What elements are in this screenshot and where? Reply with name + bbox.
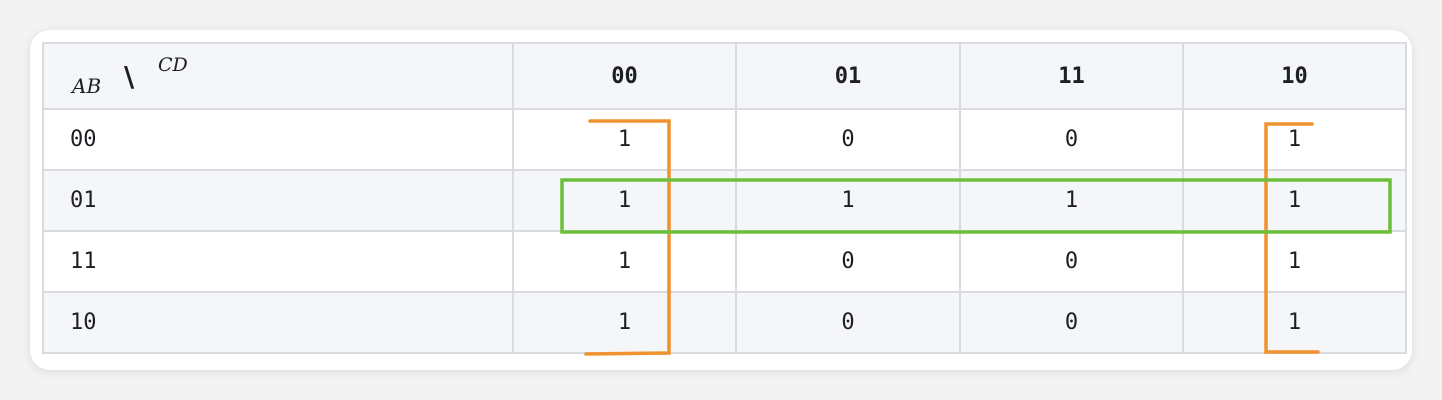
row-header-01: 01 xyxy=(42,169,514,232)
cell-value: 1 xyxy=(1182,169,1407,232)
cell-value: 1 xyxy=(735,169,961,232)
row-header-00: 00 xyxy=(42,108,514,171)
column-variable-label: CD xyxy=(158,54,188,76)
table-row: 10 1 0 0 1 xyxy=(42,291,1407,354)
column-header-row: AB \ CD 00 01 11 10 xyxy=(42,42,1407,110)
row-header-10: 10 xyxy=(42,291,514,354)
cell-value: 0 xyxy=(735,230,961,293)
table-row: 00 1 0 0 1 xyxy=(42,108,1407,171)
cell-value: 0 xyxy=(735,291,961,354)
cell-value: 0 xyxy=(959,291,1184,354)
row-variable-label: AB xyxy=(72,74,102,98)
row-header-11: 11 xyxy=(42,230,514,293)
column-header-00: 00 xyxy=(512,42,737,110)
karnaugh-map-table: AB \ CD 00 01 11 10 00 1 0 0 1 01 1 1 1 … xyxy=(42,42,1407,354)
cell-value: 0 xyxy=(735,108,961,171)
cell-value: 1 xyxy=(512,230,737,293)
cell-value: 0 xyxy=(959,230,1184,293)
column-header-11: 11 xyxy=(959,42,1184,110)
column-header-01: 01 xyxy=(735,42,961,110)
cell-value: 1 xyxy=(512,169,737,232)
cell-value: 1 xyxy=(1182,291,1407,354)
variable-separator: \ xyxy=(124,60,135,93)
table-row: 11 1 0 0 1 xyxy=(42,230,1407,293)
table-row: 01 1 1 1 1 xyxy=(42,169,1407,232)
cell-value: 1 xyxy=(959,169,1184,232)
cell-value: 1 xyxy=(512,291,737,354)
cell-value: 1 xyxy=(1182,108,1407,171)
column-header-10: 10 xyxy=(1182,42,1407,110)
cell-value: 0 xyxy=(959,108,1184,171)
cell-value: 1 xyxy=(512,108,737,171)
corner-header-cell: AB \ CD xyxy=(42,42,514,110)
cell-value: 1 xyxy=(1182,230,1407,293)
